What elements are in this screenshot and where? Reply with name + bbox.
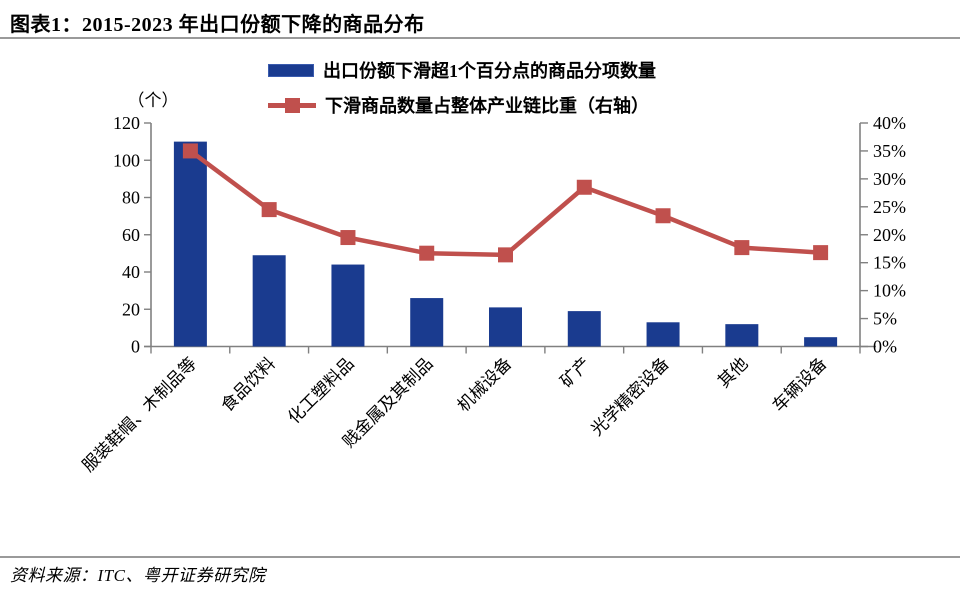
category-label: 服装鞋帽、木制品等 bbox=[79, 354, 201, 476]
category-label: 矿产 bbox=[557, 354, 594, 391]
right-axis-tick-label: 20% bbox=[873, 225, 906, 245]
bar bbox=[331, 264, 365, 347]
category-label: 食品饮料 bbox=[217, 354, 279, 416]
category-label: 机械设备 bbox=[454, 354, 516, 416]
bar-series-swatch-icon bbox=[268, 63, 314, 77]
line-marker bbox=[498, 247, 513, 263]
line-marker bbox=[340, 230, 356, 246]
left-axis-tick-label: 80 bbox=[122, 188, 140, 208]
right-axis-tick-label: 35% bbox=[873, 141, 906, 161]
left-axis-tick-label: 20 bbox=[122, 299, 140, 319]
bar bbox=[567, 311, 601, 347]
bar bbox=[489, 307, 522, 347]
bar bbox=[173, 141, 207, 347]
left-axis-unit-label: （个） bbox=[127, 91, 179, 110]
right-axis-tick-label: 0% bbox=[873, 337, 897, 357]
line-marker bbox=[576, 179, 592, 195]
category-label: 化工塑料品 bbox=[284, 354, 358, 428]
square-marker-icon bbox=[284, 97, 300, 113]
line-marker bbox=[182, 143, 198, 159]
line-marker bbox=[813, 245, 829, 261]
left-axis-tick-label: 120 bbox=[113, 113, 140, 133]
left-axis-tick-label: 60 bbox=[122, 225, 140, 245]
line-marker bbox=[261, 202, 277, 218]
right-axis-tick-label: 5% bbox=[873, 309, 897, 329]
right-axis-tick-label: 10% bbox=[873, 281, 906, 301]
right-axis-tick-label: 25% bbox=[873, 197, 906, 217]
line-marker bbox=[655, 208, 671, 224]
footer-divider bbox=[0, 556, 960, 558]
bar bbox=[646, 322, 680, 347]
legend-bar-label: 出口份额下滑超1个百分点的商品分项数量 bbox=[323, 61, 656, 81]
left-axis-tick-label: 40 bbox=[122, 262, 140, 282]
line-marker bbox=[419, 245, 435, 261]
legend-item-line: 下滑商品数量占整体产业链比重（右轴） bbox=[268, 89, 656, 121]
category-label: 车辆设备 bbox=[769, 354, 831, 416]
right-axis-tick-label: 15% bbox=[873, 253, 906, 273]
left-axis-tick-label: 100 bbox=[113, 150, 140, 170]
bar bbox=[410, 298, 444, 347]
source-note: 资料来源：ITC、粤开证券研究院 bbox=[10, 566, 266, 585]
chart-legend: 出口份额下滑超1个百分点的商品分项数量 下滑商品数量占整体产业链比重（右轴） bbox=[268, 54, 656, 121]
bar bbox=[252, 255, 286, 347]
right-axis-tick-label: 40% bbox=[873, 113, 906, 133]
line-series-swatch-icon bbox=[268, 97, 316, 113]
left-axis-tick-label: 0 bbox=[131, 337, 140, 357]
line-marker bbox=[734, 240, 750, 256]
title-divider bbox=[0, 37, 960, 39]
category-label: 其他 bbox=[714, 354, 751, 391]
figure-title: 图表1：2015-2023 年出口份额下降的商品分布 bbox=[10, 14, 425, 36]
legend-line-label: 下滑商品数量占整体产业链比重（右轴） bbox=[325, 96, 649, 116]
line-series-path bbox=[189, 149, 821, 258]
category-label: 光学精密设备 bbox=[587, 354, 673, 440]
bar bbox=[804, 337, 838, 347]
right-axis-tick-label: 30% bbox=[873, 169, 906, 189]
legend-item-bars: 出口份额下滑超1个百分点的商品分项数量 bbox=[268, 54, 656, 86]
bar bbox=[725, 324, 759, 347]
